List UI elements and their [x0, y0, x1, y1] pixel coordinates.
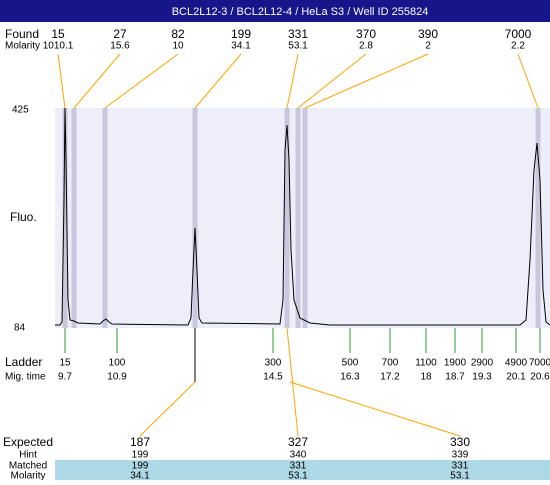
- peak-size: 331: [288, 27, 308, 41]
- peak-molarity: 2.8: [359, 41, 373, 52]
- y-axis-label: Fluo.: [10, 210, 37, 224]
- ladder-time: 17.2: [380, 372, 400, 383]
- peak-connector: [286, 53, 299, 109]
- expected-cell: 199: [132, 461, 149, 472]
- peak-band: [71, 108, 77, 328]
- peak-connector: [194, 53, 242, 109]
- peak-molarity: 2: [425, 41, 431, 52]
- peak-size: 370: [356, 27, 376, 41]
- peak-size: 27: [113, 27, 127, 41]
- peak-band: [284, 108, 290, 328]
- connector: [139, 381, 196, 437]
- row-label: Hint: [19, 450, 37, 461]
- title: BCL2L12-3 / BCL2L12-4 / HeLa S3 / Well I…: [172, 6, 429, 18]
- peak-connector: [297, 53, 367, 109]
- expected-cell: 330: [450, 435, 470, 449]
- ladder-time: 20.6: [530, 372, 550, 383]
- peak-size: 199: [231, 27, 251, 41]
- peak-connector: [304, 53, 429, 109]
- ladder-time: 10.9: [107, 372, 127, 383]
- peak-band: [535, 108, 541, 328]
- ladder-size: 100: [109, 358, 126, 369]
- peak-size: 82: [171, 27, 185, 41]
- row-label: Matched: [9, 461, 47, 472]
- expected-cell: 53.1: [288, 471, 308, 480]
- peak-band: [102, 108, 108, 328]
- ladder-size: 700: [382, 358, 399, 369]
- matched-band: [55, 460, 550, 480]
- peak-molarity: 2.2: [511, 41, 525, 52]
- peak-molarity: 10: [172, 41, 184, 52]
- peak-connector: [73, 53, 121, 109]
- peak-connector: [517, 53, 539, 109]
- ladder-size: 2900: [471, 358, 494, 369]
- peak-band: [295, 108, 301, 328]
- expected-cell: 340: [290, 450, 307, 461]
- expected-cell: 199: [132, 450, 149, 461]
- ladder-size: 1100: [415, 358, 437, 369]
- row-label: Expected: [3, 435, 53, 449]
- expected-cell: 327: [288, 435, 308, 449]
- title-bar: [0, 0, 550, 22]
- peak-band: [62, 108, 68, 328]
- ladder-size: 7000: [529, 358, 550, 369]
- connector: [286, 327, 299, 437]
- mig-time-label: Mig. time: [5, 372, 46, 383]
- ladder-time: 9.7: [58, 372, 72, 383]
- y-bottom-label: 84: [14, 323, 26, 334]
- expected-cell: 34.1: [130, 471, 150, 480]
- row-label: Molarity: [10, 471, 45, 480]
- ladder-time: 20.1: [506, 372, 526, 383]
- ladder-time: 18.7: [445, 372, 465, 383]
- ladder-time: 16.3: [340, 372, 360, 383]
- peak-size: 7000: [505, 27, 532, 41]
- trace: [55, 107, 550, 326]
- ladder-time: 18: [420, 372, 432, 383]
- expected-cell: 331: [452, 461, 469, 472]
- ladder-label: Ladder: [5, 355, 42, 369]
- ladder-size: 15: [59, 358, 71, 369]
- ladder-time: 14.5: [263, 372, 283, 383]
- expected-cell: 331: [290, 461, 307, 472]
- peak-band: [302, 108, 308, 328]
- peak-molarity: 1010.1: [43, 41, 74, 52]
- peak-connector: [57, 53, 66, 109]
- connector: [289, 381, 461, 437]
- peak-molarity: 15.6: [110, 41, 130, 52]
- peak-band: [192, 108, 198, 328]
- found-label: Found: [5, 27, 39, 41]
- peak-size: 390: [418, 27, 438, 41]
- expected-cell: 339: [452, 450, 469, 461]
- molarity-label: Molarity: [5, 41, 40, 52]
- expected-cell: 187: [130, 435, 150, 449]
- ladder-size: 300: [265, 358, 282, 369]
- ladder-size: 4900: [505, 358, 528, 369]
- ladder-size: 500: [342, 358, 359, 369]
- peak-connector: [104, 53, 179, 109]
- ladder-time: 19.3: [472, 372, 492, 383]
- y-top-label: 425: [12, 105, 29, 116]
- peak-size: 15: [51, 27, 65, 41]
- expected-cell: 53.1: [450, 471, 470, 480]
- peak-molarity: 34.1: [231, 41, 251, 52]
- peak-molarity: 53.1: [288, 41, 308, 52]
- ladder-size: 1900: [444, 358, 467, 369]
